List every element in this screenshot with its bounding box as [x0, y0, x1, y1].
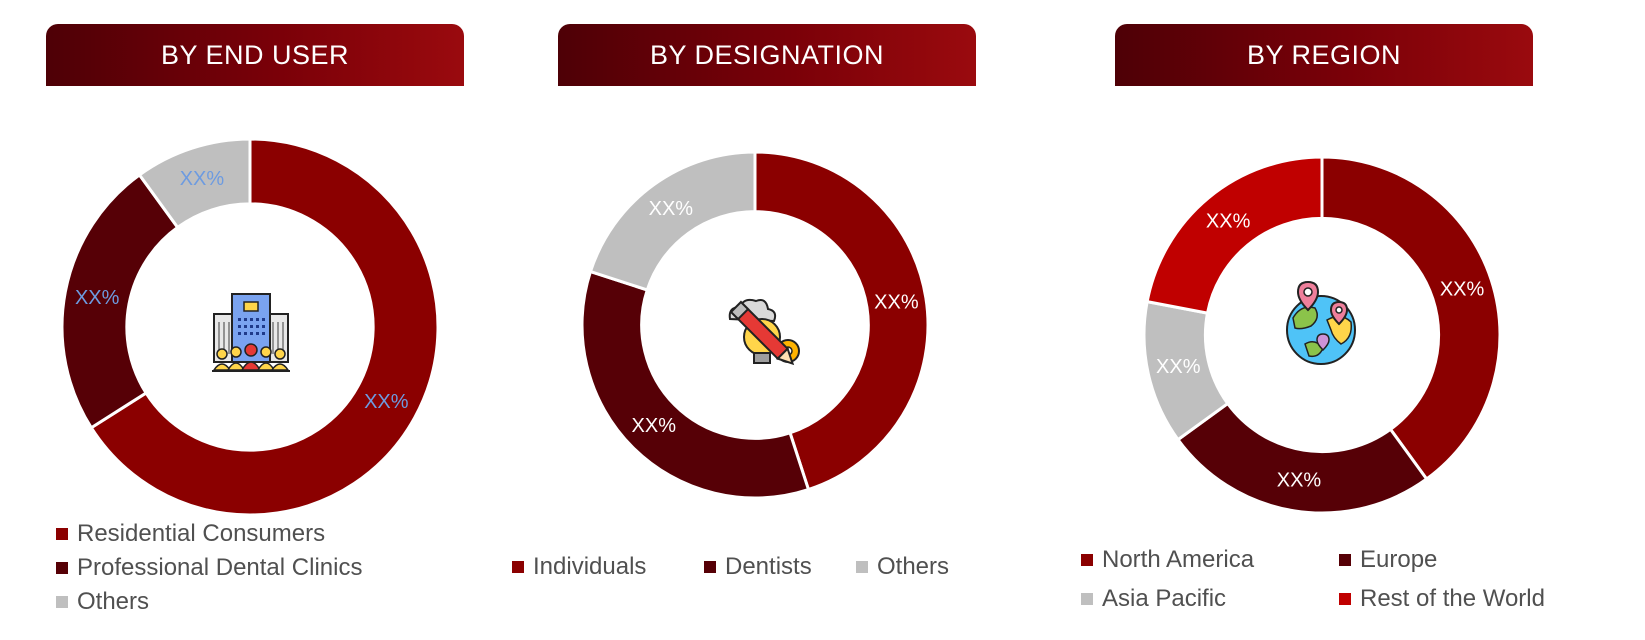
- data-label: XX%: [1206, 211, 1251, 233]
- legend-label: North America: [1102, 546, 1255, 573]
- region-panel: BY REGION XX% XX% XX% XX% North America Eur…: [1040, 0, 1645, 640]
- data-label: XX%: [364, 391, 409, 413]
- legend-label: Europe: [1360, 546, 1438, 573]
- data-label: XX%: [649, 198, 694, 220]
- legend-item-europe: Europe: [1339, 546, 1437, 574]
- legend-item-dentists: Dentists: [704, 553, 812, 581]
- legend-item-asia-pacific: Asia Pacific: [1081, 585, 1226, 613]
- legend-label: Residential Consumers: [77, 520, 326, 547]
- legend-swatch: [704, 561, 716, 573]
- building-with-people-icon: [212, 293, 290, 372]
- donut-slice-north-america: [1320, 155, 1502, 482]
- idea-bulb-pencil-gear-icon: [728, 298, 800, 366]
- legend-swatch: [56, 528, 68, 540]
- legend-swatch: [56, 596, 68, 608]
- donut-slice-individuals: [753, 150, 930, 492]
- legend-label: Others: [77, 588, 150, 615]
- data-label: XX%: [1277, 469, 1322, 491]
- data-label: XX%: [1440, 278, 1485, 300]
- legend-label: Individuals: [533, 553, 647, 580]
- end-user-panel: BY END USER XX% XX% XX% Residential Consum…: [0, 0, 520, 640]
- data-label: XX%: [75, 287, 120, 309]
- legend-swatch: [1081, 593, 1093, 605]
- designation-donut-chart: XX% XX% XX%: [580, 150, 930, 500]
- donut-slice-dentists: [580, 269, 811, 500]
- donut-slice-residential-consumers: [89, 137, 440, 517]
- end-user-title: BY END USER: [46, 24, 464, 86]
- data-label: XX%: [180, 168, 225, 190]
- donut-slice-europe: [1175, 401, 1429, 515]
- legend-label: Rest of the World: [1360, 585, 1545, 612]
- legend-label: Others: [877, 553, 950, 580]
- donut-slice-others: [588, 150, 757, 292]
- data-label: XX%: [874, 292, 919, 314]
- designation-panel: BY DESIGNATION XX% XX% XX% Individuals Den…: [512, 0, 1040, 640]
- data-label: XX%: [632, 415, 677, 437]
- legend-item-individuals: Individuals: [512, 553, 646, 581]
- legend-swatch: [1339, 593, 1351, 605]
- end-user-donut-chart: XX% XX% XX%: [60, 137, 440, 517]
- legend-label: Asia Pacific: [1102, 585, 1227, 612]
- globe-map-pins-icon: [1286, 280, 1356, 365]
- legend-swatch: [1339, 554, 1351, 566]
- legend-item-rest-of-the-world: Rest of the World: [1339, 585, 1545, 613]
- region-donut-chart: XX% XX% XX% XX%: [1142, 155, 1502, 515]
- legend-label: Dentists: [725, 553, 812, 580]
- legend-item-north-america: North America: [1081, 546, 1254, 574]
- legend-swatch: [56, 562, 68, 574]
- donut-slice-rest-of-the-world: [1145, 155, 1324, 315]
- legend-swatch: [512, 561, 524, 573]
- region-title: BY REGION: [1115, 24, 1533, 86]
- legend-swatch: [856, 561, 868, 573]
- donut-slice-others: [137, 137, 252, 230]
- legend-item-professional-dental-clinics: Professional Dental Clinics: [56, 554, 362, 582]
- designation-title: BY DESIGNATION: [558, 24, 976, 86]
- legend-item-others: Others: [56, 588, 149, 616]
- legend-item-others: Others: [856, 553, 949, 581]
- legend-label: Professional Dental Clinics: [77, 554, 363, 581]
- legend-swatch: [1081, 554, 1093, 566]
- data-label: XX%: [1156, 356, 1201, 378]
- legend-item-residential-consumers: Residential Consumers: [56, 520, 325, 548]
